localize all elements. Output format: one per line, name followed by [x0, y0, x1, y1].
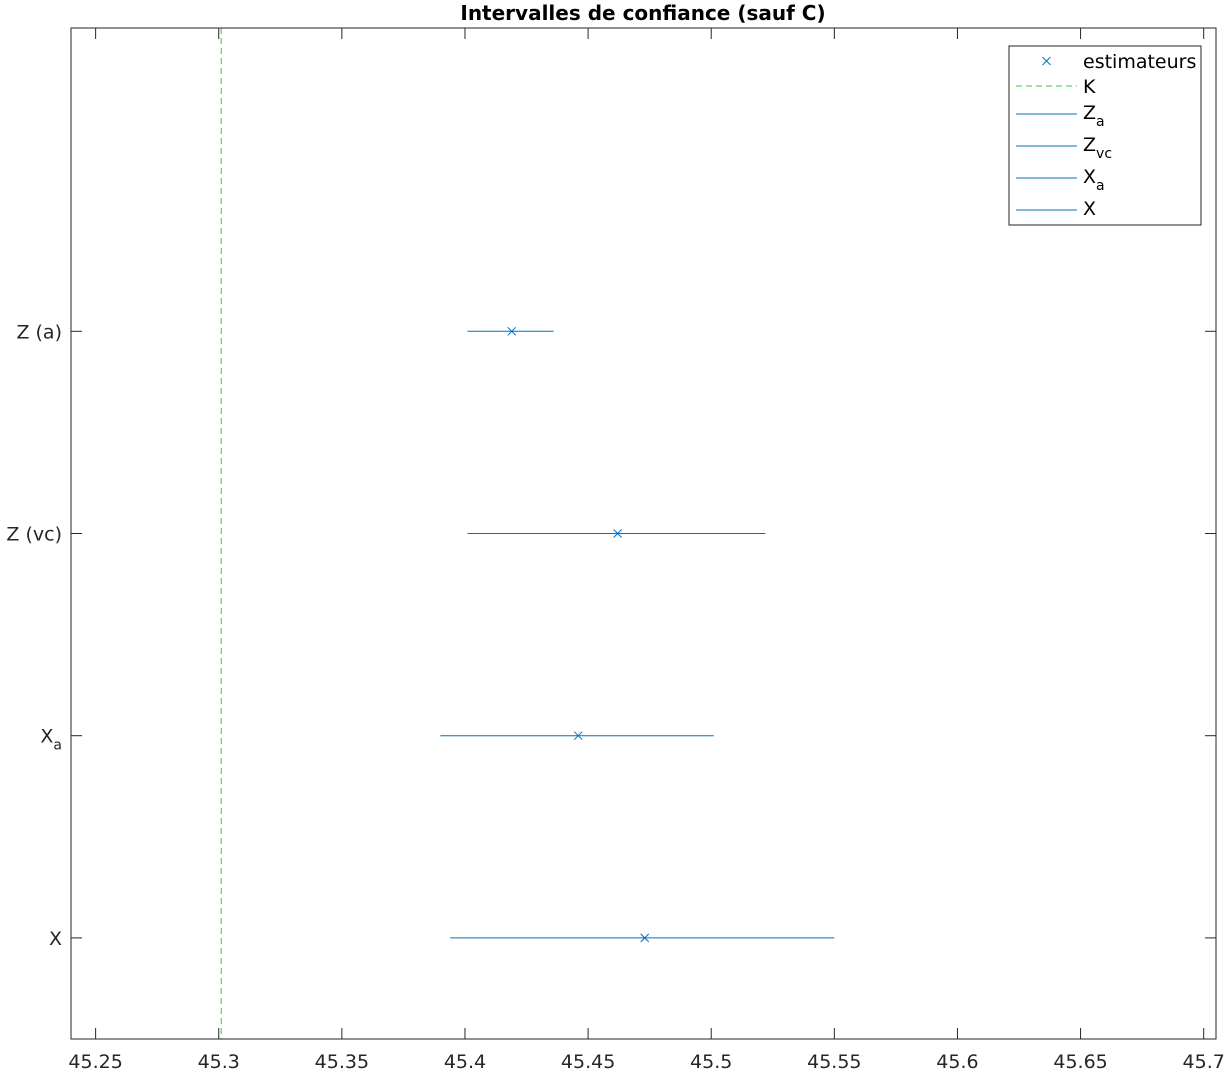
estimator-marker-stroke — [507, 326, 517, 336]
x-tick-label: 45.55 — [807, 1051, 861, 1072]
estimator-marker — [640, 933, 650, 943]
estimator-marker-stroke — [613, 529, 622, 538]
x-tick-label: 45.65 — [1053, 1051, 1107, 1072]
y-tick-label: Z (a) — [16, 321, 62, 343]
x-axis-ticks: 45.25 45.3 45.35 45.4 45.45 45.5 45.55 45.6 45.6… — [68, 28, 1225, 1072]
legend-label-interval: X — [1083, 198, 1096, 220]
y-tick-label: Xa — [40, 726, 62, 754]
legend-label-k: K — [1083, 76, 1096, 98]
legend-label-interval-main: X — [1083, 198, 1096, 220]
estimator-marker-stroke — [640, 933, 650, 943]
x-tick-label: 45.25 — [68, 1051, 122, 1072]
estimator-marker — [613, 529, 622, 538]
x-tick-label: 45.45 — [561, 1051, 615, 1072]
y-tick-label-main: Z (vc) — [6, 524, 62, 546]
plot-frame — [70, 27, 1217, 1040]
x-tick-label: 45.5 — [690, 1051, 732, 1072]
legend-marker-estimateurs — [1042, 56, 1051, 66]
x-tick-label: 45.4 — [444, 1051, 486, 1072]
y-tick-label-main: X — [40, 726, 53, 748]
legend-label-interval: Zvc — [1083, 134, 1112, 162]
estimator-marker — [573, 731, 583, 741]
legend-label-estimateurs: estimateurs — [1083, 51, 1196, 73]
y-tick-label-sub: a — [53, 738, 62, 754]
y-tick-label: X — [49, 928, 62, 950]
legend-label-interval: Xa — [1083, 166, 1105, 194]
x-tick-label: 45.35 — [315, 1051, 369, 1072]
intervals-group — [440, 326, 835, 943]
y-tick-label-main: X — [49, 928, 62, 950]
y-tick-label-main: Z (a) — [16, 321, 62, 343]
estimator-marker — [507, 326, 517, 336]
estimator-marker-stroke — [573, 731, 583, 741]
legend-label-interval-sub: a — [1096, 178, 1105, 194]
chart-title: Intervalles de confiance (sauf C) — [460, 1, 825, 25]
legend-label-interval-sub: vc — [1096, 146, 1112, 162]
legend-label-interval-main: Z — [1083, 134, 1096, 156]
x-tick-label: 45.7 — [1183, 1051, 1225, 1072]
legend-label-interval-main: X — [1083, 166, 1096, 188]
legend-label-interval-main: Z — [1083, 102, 1096, 124]
y-tick-label: Z (vc) — [6, 524, 62, 546]
legend-marker-stroke — [1042, 56, 1051, 66]
legend-label-interval: Za — [1083, 102, 1105, 130]
x-tick-label: 45.3 — [198, 1051, 240, 1072]
legend-label-interval-sub: a — [1096, 114, 1105, 130]
x-tick-label: 45.6 — [936, 1051, 978, 1072]
legend-box — [1008, 45, 1202, 226]
